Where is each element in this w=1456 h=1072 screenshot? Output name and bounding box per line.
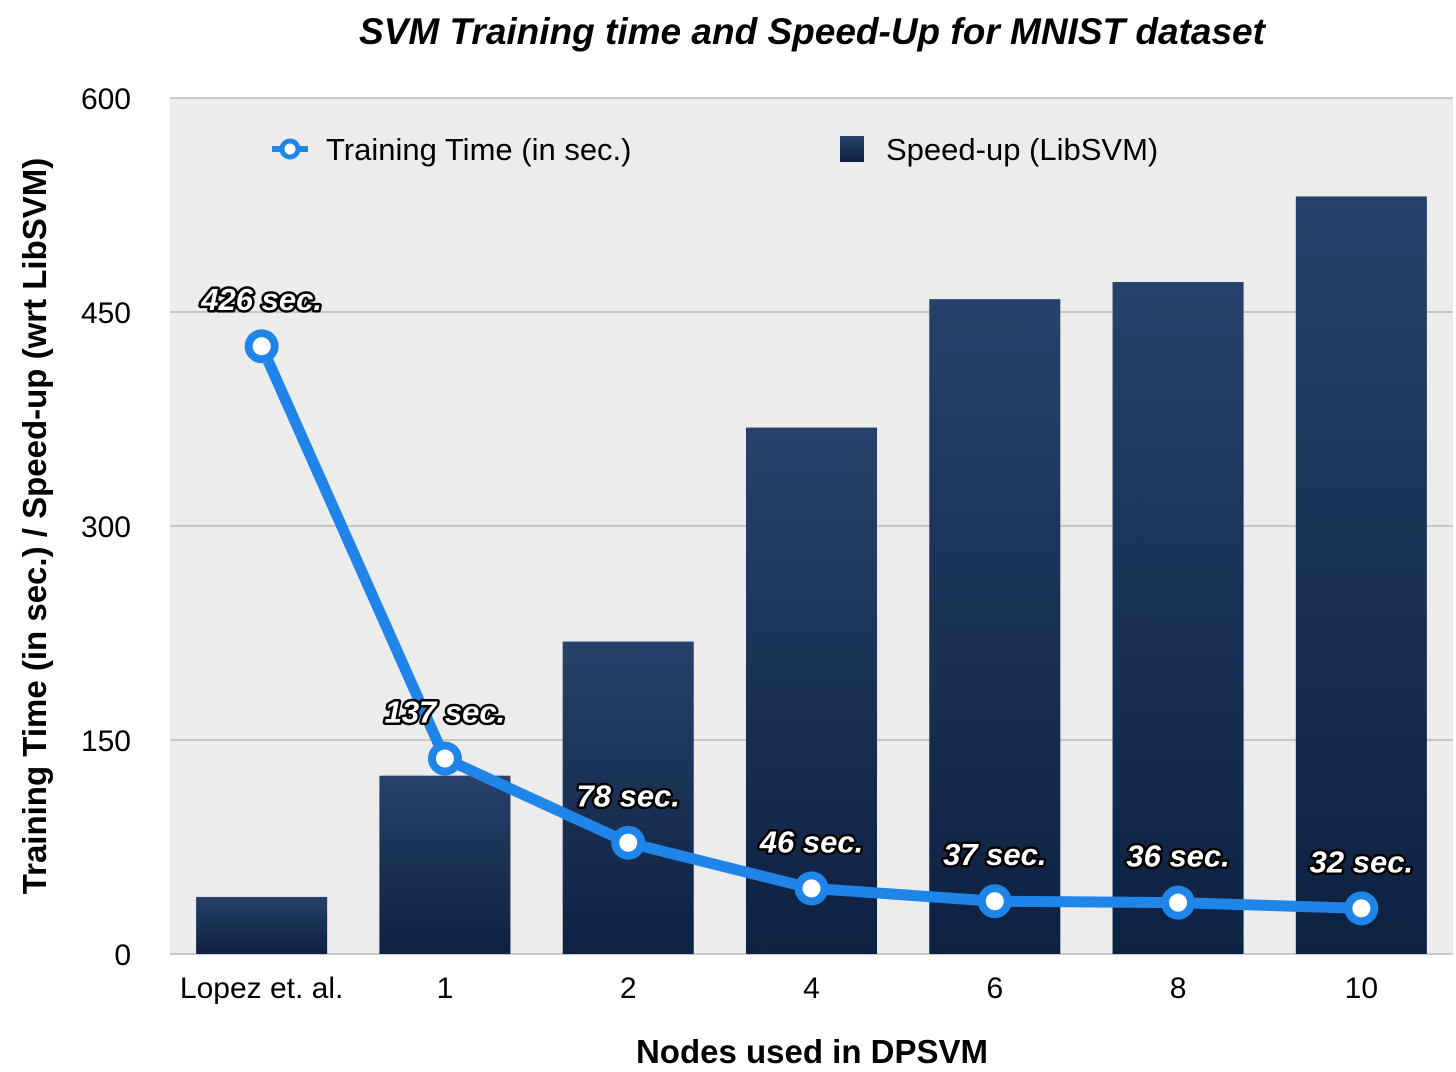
legend-label-training-time: Training Time (in sec.) [326, 132, 632, 167]
training-time-point-center [802, 879, 821, 898]
legend-bar-swatch [840, 136, 864, 162]
training-time-point-center [435, 749, 454, 768]
speedup-bar [562, 641, 694, 954]
y-tick-label: 450 [81, 297, 131, 330]
training-time-data-label: 46 sec. [759, 824, 863, 859]
y-tick-label: 300 [81, 511, 131, 544]
x-tick-label: Lopez et. al. [180, 972, 343, 1005]
training-time-point-center [252, 337, 271, 356]
training-time-point-center [985, 892, 1004, 911]
chart-title: SVM Training time and Speed-Up for MNIST… [359, 11, 1267, 52]
x-tick-label: 8 [1170, 972, 1187, 1005]
training-time-line [244, 329, 1379, 926]
training-time-data-label: 37 sec. [943, 837, 1046, 872]
legend-label-speedup: Speed-up (LibSVM) [886, 132, 1158, 167]
legend-line-marker [279, 138, 301, 160]
speedup-bar [379, 775, 511, 954]
speedup-bars [196, 196, 1427, 954]
x-tick-label: 1 [437, 972, 454, 1005]
training-time-point-center [1352, 899, 1371, 918]
x-tick-label: 2 [620, 972, 637, 1005]
x-tick-label: 10 [1345, 972, 1378, 1005]
training-time-data-label: 137 sec. [385, 695, 506, 730]
speedup-bar [1295, 196, 1427, 954]
training-time-data-label: 36 sec. [1126, 839, 1229, 874]
y-tick-label: 600 [81, 83, 131, 116]
axis-ticks: 0 150 300 450 600 Lopez et. al. 1 2 4 6 8 10 [81, 83, 1378, 1005]
x-axis-title: Nodes used in DPSVM [636, 1033, 988, 1070]
legend: Training Time (in sec.) Speed-up (LibSVM… [272, 132, 1158, 167]
training-time-point-center [1169, 893, 1188, 912]
training-time-point-center [619, 833, 638, 852]
y-axis-title: Training Time (in sec.) / Speed-up (wrt … [16, 158, 53, 894]
training-time-data-label: 78 sec. [576, 779, 679, 814]
x-tick-label: 6 [986, 972, 1003, 1005]
speedup-bar [196, 896, 328, 954]
training-time-data-label: 426 sec. [200, 282, 322, 317]
speedup-bar [929, 299, 1061, 954]
x-tick-label: 4 [803, 972, 820, 1005]
speedup-bar [745, 427, 878, 954]
speedup-bar [1112, 282, 1244, 954]
y-tick-label: 150 [81, 725, 131, 758]
y-tick-label: 0 [114, 939, 131, 972]
data-labels: 426 sec. 137 sec. 78 sec. 46 sec. 37 sec. 36 … [198, 280, 1416, 882]
training-time-data-label: 32 sec. [1310, 844, 1413, 879]
